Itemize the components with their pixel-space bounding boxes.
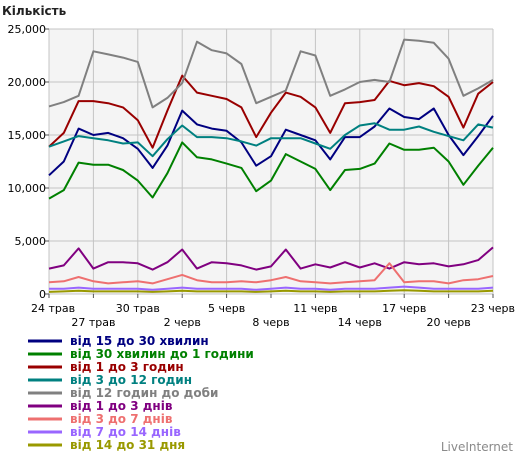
series-lines [48,38,494,293]
legend-label: від 3 до 7 днів [70,412,173,426]
series-line-2 [48,74,494,149]
legend-label: від 1 до 3 днів [70,399,173,413]
series-line-1 [48,141,494,200]
x-tick-label: 5 черв [208,302,245,315]
y-tick-label: 10,000 [8,182,47,195]
y-axis-title: Кількість [2,4,67,18]
x-tick-label: 24 трав [31,302,75,315]
series-line-0 [48,107,494,177]
series-line-4 [48,38,494,109]
legend-label: від 30 хвилин до 1 години [70,347,254,361]
x-tick-label: 11 черв [293,302,337,315]
x-tick-label: 30 трав [116,302,160,315]
y-tick-label: 15,000 [8,129,47,142]
y-tick-label: 0 [39,288,46,301]
series-line-7 [49,285,494,291]
x-tick-label: 23 черв [471,302,515,315]
legend-label: від 7 до 14 днів [70,425,181,439]
y-tick-label: 5,000 [15,235,47,248]
legend-label: від 15 до 30 хвилин [70,334,209,348]
legend-label: від 14 до 31 дня [70,438,185,452]
legend-label: від 3 до 12 годин [70,373,192,387]
series-line-6 [48,262,494,285]
x-tick-label: 8 черв [252,316,289,329]
x-tick-label: 27 трав [71,316,115,329]
x-tick-label: 17 черв [382,302,426,315]
series-line-5 [48,246,494,271]
legend-label: від 12 годин до доби [70,386,218,400]
y-tick-label: 20,000 [8,76,47,89]
legend-label: від 1 до 3 годин [70,360,184,374]
brand-label: LiveInternet [441,440,513,454]
y-tick-label: 25,000 [8,23,47,36]
x-tick-label: 14 черв [338,316,382,329]
series-line-8 [48,289,494,293]
x-tick-label: 20 черв [426,316,470,329]
y-axis-ticks: 0 5,000 10,000 15,000 20,000 25,000 [8,23,49,301]
x-tick-label: 2 черв [164,316,201,329]
series-line-3 [48,122,494,158]
